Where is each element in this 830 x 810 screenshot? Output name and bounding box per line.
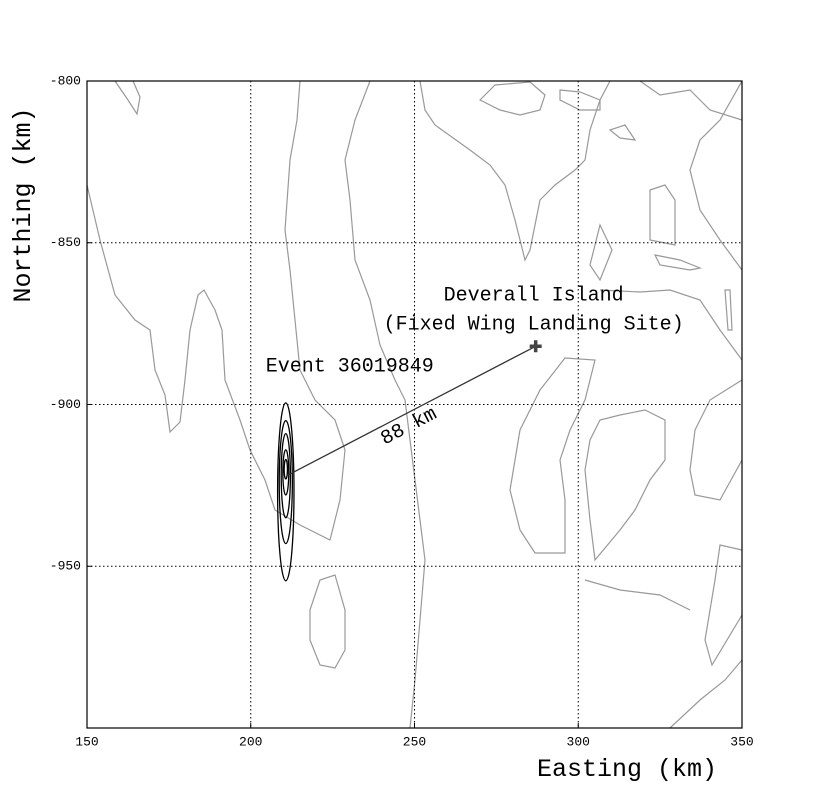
x-tick-label: 350 [730, 734, 753, 749]
error-ellipse [278, 420, 293, 545]
y-tick-label: -900 [50, 397, 81, 412]
y-tick-label: -850 [50, 235, 81, 250]
y-tick-label: -950 [50, 559, 81, 574]
y-axis-label: Northing (km) [9, 107, 38, 302]
site-label: (Fixed Wing Landing Site) [384, 313, 684, 336]
x-tick-label: 200 [239, 734, 262, 749]
x-axis-label: Easting (km) [537, 755, 717, 784]
x-tick-label: 300 [567, 734, 590, 749]
contours [87, 81, 742, 728]
site-marker [529, 340, 542, 353]
x-tick-label: 150 [75, 734, 98, 749]
distance-line [286, 345, 536, 477]
y-tick-label: -800 [50, 73, 81, 88]
event-label: Event 36019849 [266, 356, 434, 379]
error-ellipse [282, 449, 290, 496]
error-ellipse [280, 432, 292, 519]
error-ellipse [283, 458, 289, 480]
distance-label: 88 km [377, 403, 441, 451]
site-label: Deverall Island [444, 284, 624, 307]
error-ellipse [276, 402, 295, 582]
x-tick-label: 250 [403, 734, 426, 749]
